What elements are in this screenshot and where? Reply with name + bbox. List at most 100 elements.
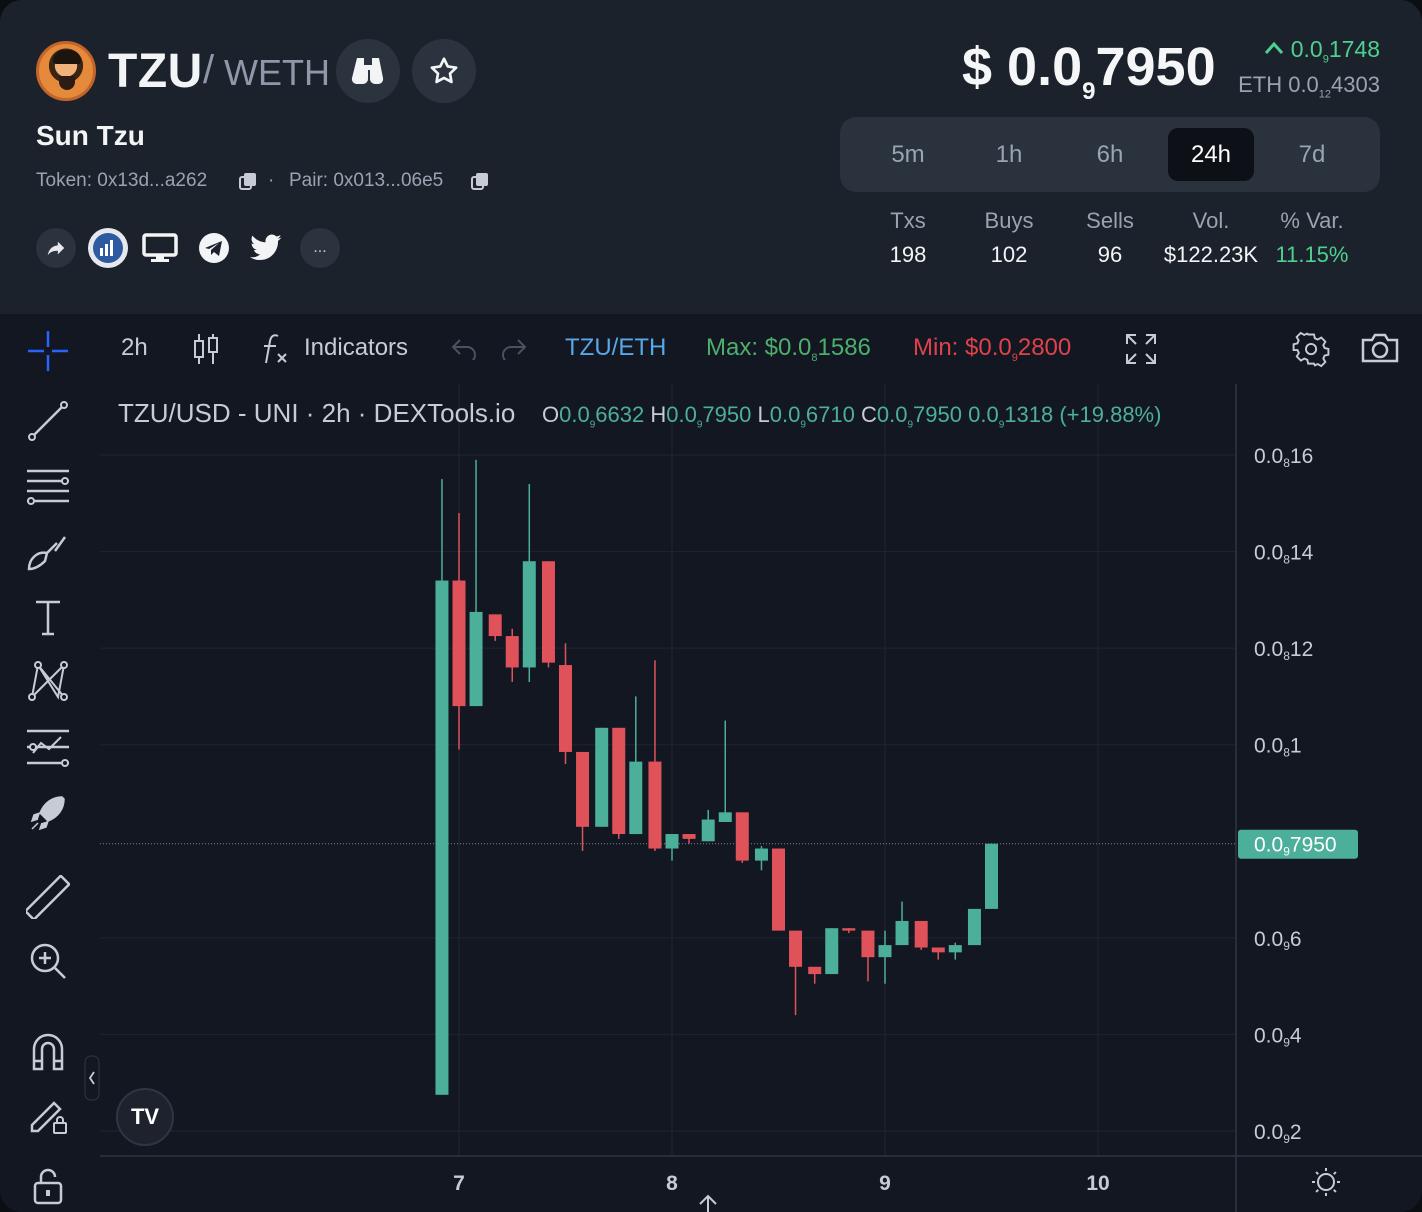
settings-gear-icon[interactable] bbox=[1292, 330, 1330, 368]
token-address: Token: 0x13d...a262 bbox=[36, 170, 208, 191]
pair-toggle-button[interactable]: TZU/ETH bbox=[565, 334, 667, 361]
candle-body bbox=[825, 928, 839, 975]
stat-volume: Vol. $122.23K bbox=[1163, 208, 1259, 267]
candle-body bbox=[931, 947, 945, 953]
candle-body bbox=[861, 930, 875, 958]
more-icon: ... bbox=[313, 239, 327, 256]
y-tick-label: 0.0812 bbox=[1254, 638, 1313, 663]
tradingview-logo[interactable]: TV bbox=[116, 1088, 174, 1146]
trendline-tool[interactable] bbox=[20, 396, 76, 446]
price-change: 0.091748 bbox=[1264, 36, 1380, 66]
collapse-toolbar-icon[interactable] bbox=[84, 1055, 100, 1101]
last-price-badge bbox=[1238, 829, 1358, 859]
y-tick-label: 0.096 bbox=[1254, 928, 1302, 953]
binoculars-button[interactable] bbox=[336, 39, 400, 103]
unlock-tool[interactable] bbox=[20, 1160, 76, 1210]
redo-icon[interactable] bbox=[500, 338, 528, 360]
price-chart[interactable]: 0.0816 0.0814 0.0812 0.081 0.096 0.094 0.092 7 8… bbox=[100, 384, 1422, 1212]
timeframe-5m[interactable]: 5m bbox=[891, 140, 925, 168]
interval-button[interactable]: 2h bbox=[121, 334, 148, 361]
x-tick-label: 9 bbox=[879, 1172, 891, 1195]
crosshair-tool[interactable] bbox=[20, 326, 76, 376]
forecast-tool[interactable] bbox=[20, 722, 76, 772]
pair-address: Pair: 0x013...06e5 bbox=[289, 170, 444, 191]
chart-logo-icon bbox=[93, 233, 123, 263]
favorite-button[interactable] bbox=[412, 39, 476, 103]
y-tick-label: 0.081 bbox=[1254, 735, 1302, 760]
candlestick-chart-svg: 0.0816 0.0814 0.0812 0.081 0.096 0.094 0.092 7 8… bbox=[100, 384, 1422, 1212]
ruler-icon bbox=[26, 875, 70, 919]
max-price: Max: $0.081586 bbox=[706, 334, 871, 364]
candle-body bbox=[452, 580, 466, 707]
candle-body bbox=[895, 920, 909, 946]
ruler-tool[interactable] bbox=[20, 872, 76, 922]
timeframe-24h[interactable]: 24h bbox=[1168, 128, 1254, 181]
candle-body bbox=[682, 834, 696, 839]
text-icon bbox=[36, 600, 60, 636]
y-tick-label: 0.094 bbox=[1254, 1024, 1302, 1049]
stat-variation: % Var. 11.15% bbox=[1275, 208, 1349, 267]
fullscreen-icon[interactable] bbox=[1124, 332, 1158, 366]
candle-type-icon[interactable] bbox=[192, 332, 220, 366]
candle-body bbox=[772, 848, 785, 931]
unlock-icon bbox=[33, 1168, 63, 1205]
website-button[interactable] bbox=[140, 228, 180, 268]
zoom-tool[interactable] bbox=[20, 936, 76, 986]
camera-icon[interactable] bbox=[1360, 332, 1400, 364]
fib-tool[interactable] bbox=[20, 462, 76, 512]
candle-body bbox=[648, 761, 662, 849]
candle-body bbox=[789, 930, 803, 967]
prediction-icon bbox=[27, 729, 69, 767]
candle-body bbox=[522, 561, 536, 668]
pair-separator: / bbox=[203, 48, 215, 92]
stat-buys: Buys 102 bbox=[984, 208, 1034, 267]
pattern-tool[interactable] bbox=[20, 656, 76, 706]
y-tick-label: 0.0814 bbox=[1254, 542, 1314, 567]
rocket-tool[interactable] bbox=[20, 788, 76, 838]
token-avatar bbox=[36, 41, 96, 101]
brush-icon bbox=[27, 536, 67, 571]
timeframe-7d[interactable]: 7d bbox=[1298, 140, 1326, 168]
magnet-tool[interactable] bbox=[20, 1026, 76, 1076]
candle-body bbox=[576, 751, 590, 827]
text-tool[interactable] bbox=[20, 592, 76, 642]
usd-price: $ 0.097950 bbox=[962, 37, 1216, 105]
copy-icon[interactable] bbox=[238, 171, 258, 191]
candle-body bbox=[612, 727, 626, 835]
zoom-in-icon bbox=[30, 943, 66, 979]
candle-body bbox=[735, 812, 749, 861]
candle-body bbox=[948, 945, 962, 953]
brush-tool[interactable] bbox=[20, 528, 76, 578]
y-tick-label: 0.0816 bbox=[1254, 445, 1313, 470]
chart-site-button[interactable] bbox=[88, 228, 128, 268]
more-links-button[interactable]: ... bbox=[300, 228, 340, 268]
telegram-button[interactable] bbox=[194, 228, 234, 268]
timeframe-1h[interactable]: 1h bbox=[995, 140, 1023, 168]
star-icon bbox=[430, 57, 458, 84]
candle-body bbox=[914, 920, 928, 948]
x-tick-label: 8 bbox=[666, 1172, 678, 1195]
share-button[interactable] bbox=[36, 228, 76, 268]
candle-body bbox=[469, 611, 483, 707]
function-icon[interactable] bbox=[260, 332, 290, 366]
lock-drawing-tool[interactable] bbox=[20, 1090, 76, 1140]
pattern-icon bbox=[28, 661, 68, 701]
eth-price: ETH 0.0124303 bbox=[1238, 72, 1380, 101]
undo-icon[interactable] bbox=[450, 338, 478, 360]
copy-icon[interactable] bbox=[470, 171, 490, 191]
candle-body bbox=[488, 614, 502, 637]
candle-body bbox=[559, 665, 572, 752]
candle-body bbox=[595, 727, 609, 827]
horizontal-lines-icon bbox=[27, 469, 69, 505]
address-separator: · bbox=[268, 170, 275, 191]
website-icon bbox=[142, 233, 178, 262]
stat-sells: Sells 96 bbox=[1086, 208, 1134, 267]
timeframe-selector: 5m 1h 6h 24h 7d bbox=[840, 117, 1380, 192]
rocket-icon bbox=[30, 796, 65, 831]
timeframe-6h[interactable]: 6h bbox=[1096, 140, 1124, 168]
share-icon bbox=[47, 241, 65, 256]
indicators-button[interactable]: Indicators bbox=[304, 334, 409, 361]
telegram-icon bbox=[199, 233, 229, 263]
twitter-button[interactable] bbox=[246, 228, 286, 268]
